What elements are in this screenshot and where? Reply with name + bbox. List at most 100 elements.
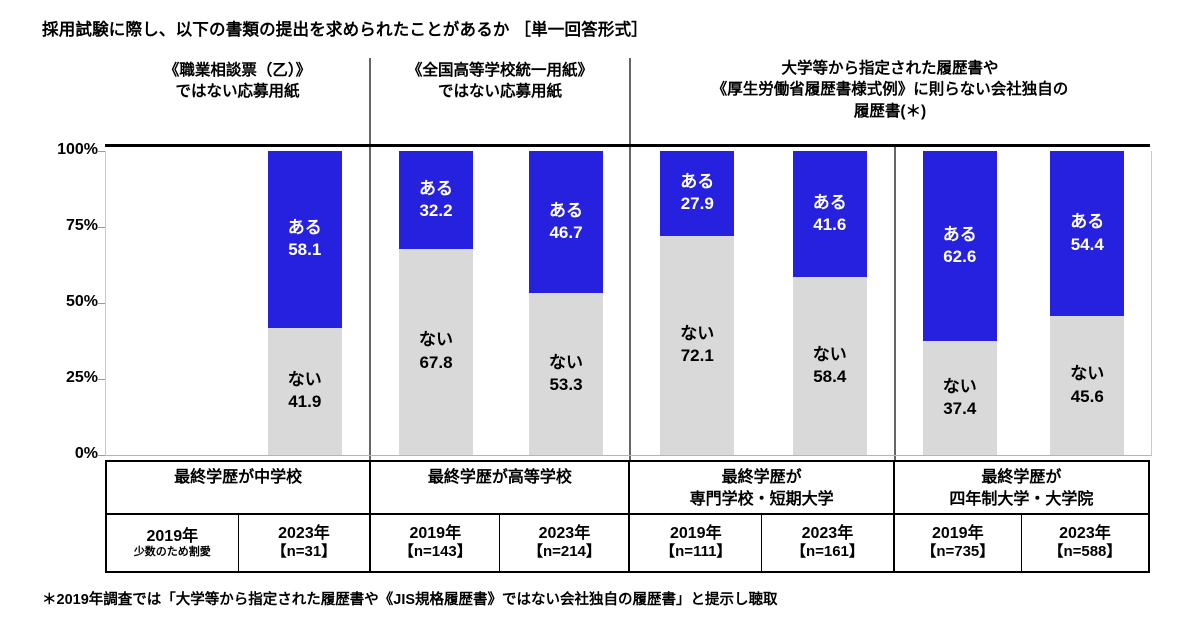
segment-series-label: ない [1070,364,1105,384]
y-axis-tick [97,227,105,228]
chart-title: 採用試験に際し、以下の書類の提出を求められたことがあるか ［単一回答形式］ [42,21,648,39]
group-label-cell: 最終学歴が 四年制大学・大学院 [894,462,1148,515]
bar-group-4: ある 62.6 ない 37.4 ある 54.4 ない 45.6 [896,151,1151,455]
panel-header-line: ではない応募用紙 [437,83,562,101]
segment-value-label: 72.1 [680,346,714,366]
bar-segment-aru: ある 62.6 [922,151,997,342]
segment-value-label: 27.9 [680,194,714,214]
year-row: 2019年 少数のため割愛 2023年 【n=31】 [107,515,369,571]
segment-value-label: 67.8 [419,352,453,372]
panel-header-line: 《全国高等学校統一用紙》 [406,62,593,79]
year-cell: 2019年 【n=735】 [895,515,1022,571]
year-label: 2023年 [538,525,591,543]
stacked-bar-2019年-group4: ある 62.6 ない 37.4 [922,151,997,455]
stacked-bar-2023年-group2: ある 46.7 ない 53.3 [529,151,603,455]
plot-top-border [105,144,1150,147]
segment-series-label: ない [942,376,977,396]
segment-series-label: ある [419,178,453,198]
bar-segment-aru: ある 27.9 [660,151,735,236]
group-label-cell: 最終学歴が高等学校 [371,462,629,515]
bar-segment-aru: ある 41.6 [792,151,867,278]
segment-series-label: ある [942,224,977,244]
y-axis-label: 50% [65,293,98,310]
y-axis-label: 25% [65,369,98,386]
year-label: 2019年 [409,525,462,543]
year-cell: 2023年 【n=161】 [762,515,893,571]
year-cell: 2023年 【n=588】 [1022,515,1148,571]
segment-series-label: ない [549,352,583,372]
year-label: 2019年 [146,527,199,545]
table-group-1: 最終学歴が中学校 2019年 少数のため割愛 2023年 【n=31】 [107,462,372,571]
y-axis-tick [97,379,105,380]
panel-header-line: 履歴書(＊) [853,102,927,120]
year-label: 2019年 [669,525,722,543]
sample-size-label: 少数のため割愛 [133,545,211,558]
bar-slot-2023年: ある 46.7 ない 53.3 [501,151,631,455]
segment-series-label: ある [1070,212,1105,232]
year-cell: 2019年 【n=143】 [371,515,501,571]
bar-slot-2019年: ある 62.6 ない 37.4 [896,151,1024,455]
group-label-cell: 最終学歴が中学校 [107,462,370,515]
sample-size-label: 【n=588】 [1048,543,1122,561]
bar-slot-2023年: ある 54.4 ない 45.6 [1024,151,1152,455]
year-row: 2019年 【n=143】 2023年 【n=214】 [371,515,628,571]
segment-value-label: 62.6 [943,247,977,267]
panel-header-line: 《厚生労働省履歴書様式例》に則らない会社独自の [711,81,1069,99]
bar-slot-2019年 [106,151,239,455]
year-row: 2019年 【n=111】 2023年 【n=161】 [630,515,892,571]
year-label: 2023年 [801,525,854,543]
group-label-cell: 最終学歴が専門学校・短期大学 [630,462,893,515]
group-label-line: 最終学歴が高等学校 [427,469,572,486]
plot-area: ある 58.1 ない 41.9 ある 32.2 ない 67.8 ある 46.7 ない 53.3 ある 27… [105,151,1152,456]
stacked-bar-2019年-group3: ある 27.9 ない 72.1 [660,151,735,455]
panel-header-1: 《職業相談票（乙）》 ではない応募用紙 [105,60,370,103]
year-cell: 2023年 【n=31】 [239,515,370,571]
stacked-bar-2023年-group4: ある 54.4 ない 45.6 [1050,151,1125,455]
segment-series-label: ない [287,369,322,389]
group-label-line: 最終学歴が中学校 [174,469,303,486]
bar-segment-aru: ある 32.2 [399,151,473,249]
segment-value-label: 37.4 [943,399,977,419]
panel-header-3: 大学等から指定された履歴書や《厚生労働省履歴書様式例》に則らない会社独自の 履歴書… [630,58,1150,122]
segment-value-label: 41.6 [813,215,847,235]
panel-header-line: 大学等から指定された履歴書や [781,60,999,77]
group-separator [369,58,371,460]
segment-series-label: ない [680,323,715,343]
segment-value-label: 41.9 [288,392,322,412]
y-axis-tick [97,151,105,152]
table-group-2: 最終学歴が高等学校 2019年 【n=143】 2023年 【n=214】 [371,462,631,571]
stacked-bar-2023年-group3: ある 41.6 ない 58.4 [792,151,867,455]
y-axis-label: 0% [74,445,98,462]
group-label-line: 最終学歴が [721,469,802,486]
year-row: 2019年 【n=735】 2023年 【n=588】 [895,515,1148,571]
group-label-line: 専門学校・短期大学 [689,490,834,508]
group-separator [894,144,896,460]
bar-slot-2019年: ある 32.2 ない 67.8 [371,151,501,455]
bar-group-1: ある 58.1 ない 41.9 [106,151,371,455]
bar-group-2: ある 32.2 ない 67.8 ある 46.7 ない 53.3 [371,151,631,455]
segment-series-label: ある [812,192,847,212]
bar-slot-2023年: ある 58.1 ない 41.9 [239,151,372,455]
bar-segment-nai: ない 67.8 [399,248,473,455]
stacked-bar-2023年-group1: ある 58.1 ない 41.9 [267,151,342,455]
bar-segment-nai: ない 53.3 [529,292,603,455]
category-table: 最終学歴が中学校 2019年 少数のため割愛 2023年 【n=31】 最終学歴が高等学校… [105,460,1150,573]
segment-value-label: 46.7 [549,222,583,242]
y-axis-label: 100% [57,141,98,158]
table-group-3: 最終学歴が 専門学校・短期大学 2019年 【n=111】 2023年 【n=161】 [630,462,895,571]
segment-series-label: ない [419,330,453,350]
segment-value-label: 45.6 [1070,386,1104,406]
sample-size-label: 【n=161】 [790,543,864,561]
segment-value-label: 58.4 [813,367,847,387]
year-cell: 2019年 【n=111】 [630,515,763,571]
segment-value-label: 54.4 [1070,234,1104,254]
year-cell: 2023年 【n=214】 [500,515,628,571]
segment-series-label: ある [287,217,322,237]
table-group-4: 最終学歴が 四年制大学・大学院 2019年 【n=735】 2023年 【n=588】 [894,462,1148,571]
bar-group-3: ある 27.9 ない 72.1 ある 41.6 ない 58.4 [631,151,896,455]
group-label-line: 最終学歴が [981,469,1062,486]
footnote: ＊2019年調査では「大学等から指定された履歴書や《JIS規格履歴書》ではない会… [42,592,778,608]
year-cell: 2019年 少数のため割愛 [107,515,239,571]
segment-series-label: ない [812,344,847,364]
group-separator [629,58,631,460]
